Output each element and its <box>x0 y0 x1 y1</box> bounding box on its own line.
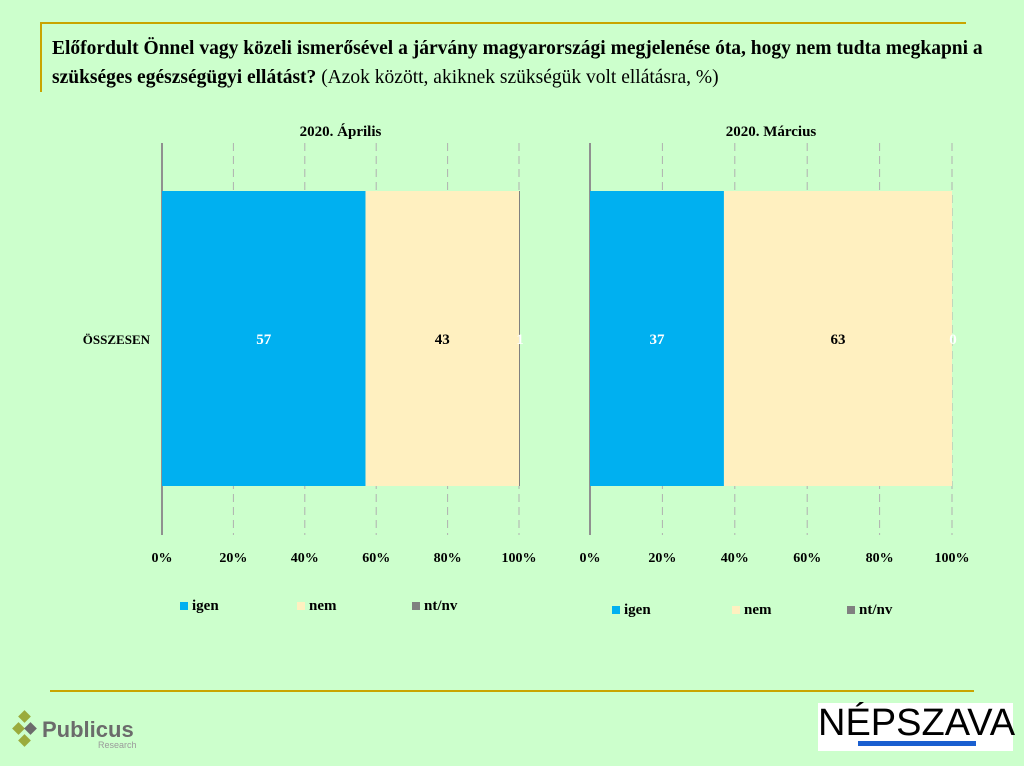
category-label: ÖSSZESEN <box>83 332 151 347</box>
legend-swatch <box>847 606 855 614</box>
x-tick-label: 60% <box>793 551 821 566</box>
legend-swatch <box>412 602 420 610</box>
x-tick-label: 80% <box>866 551 894 566</box>
legend-swatch <box>180 602 188 610</box>
x-tick-label: 20% <box>219 551 247 566</box>
x-tick-label: 40% <box>291 551 319 566</box>
x-tick-label: 40% <box>721 551 749 566</box>
x-tick-label: 100% <box>502 551 537 566</box>
x-tick-label: 20% <box>648 551 676 566</box>
x-tick-label: 80% <box>434 551 462 566</box>
page-title: Előfordult Önnel vagy közeli ismerősével… <box>52 38 983 88</box>
legend-label: nem <box>309 598 337 614</box>
publicus-logo: Publicus Research <box>12 710 137 750</box>
legend-swatch <box>297 602 305 610</box>
bar-nem <box>365 191 519 486</box>
data-label: 1 <box>516 332 524 348</box>
legend-label: igen <box>624 602 651 618</box>
legend-label: nem <box>744 602 772 618</box>
x-tick-label: 0% <box>580 551 601 566</box>
bar-nem <box>723 191 952 486</box>
legend-label: nt/nv <box>859 602 893 618</box>
data-label: 37 <box>649 332 665 348</box>
title-border-top <box>40 22 966 24</box>
legend-label: nt/nv <box>424 598 458 614</box>
data-label: 63 <box>830 332 845 348</box>
x-tick-label: 100% <box>935 551 970 566</box>
data-label: 43 <box>435 332 450 348</box>
svg-text:Publicus: Publicus <box>42 717 134 742</box>
bar-nt-nv <box>519 191 520 486</box>
bar-igen <box>590 191 724 486</box>
svg-text:Research: Research <box>98 740 137 750</box>
nepszava-logo: NÉPSZAVA <box>818 703 1015 751</box>
data-label: 0 <box>949 332 957 348</box>
chart-title: 2020. Április <box>300 123 382 140</box>
x-tick-label: 0% <box>152 551 173 566</box>
chart-title: 2020. Március <box>726 124 817 140</box>
title-border-left <box>40 22 42 92</box>
legend-swatch <box>612 606 620 614</box>
legend-label: igen <box>192 598 219 614</box>
bar-igen <box>162 191 366 486</box>
data-label: 57 <box>256 332 272 348</box>
footer-divider <box>50 690 974 692</box>
legend-swatch <box>732 606 740 614</box>
x-tick-label: 60% <box>362 551 390 566</box>
